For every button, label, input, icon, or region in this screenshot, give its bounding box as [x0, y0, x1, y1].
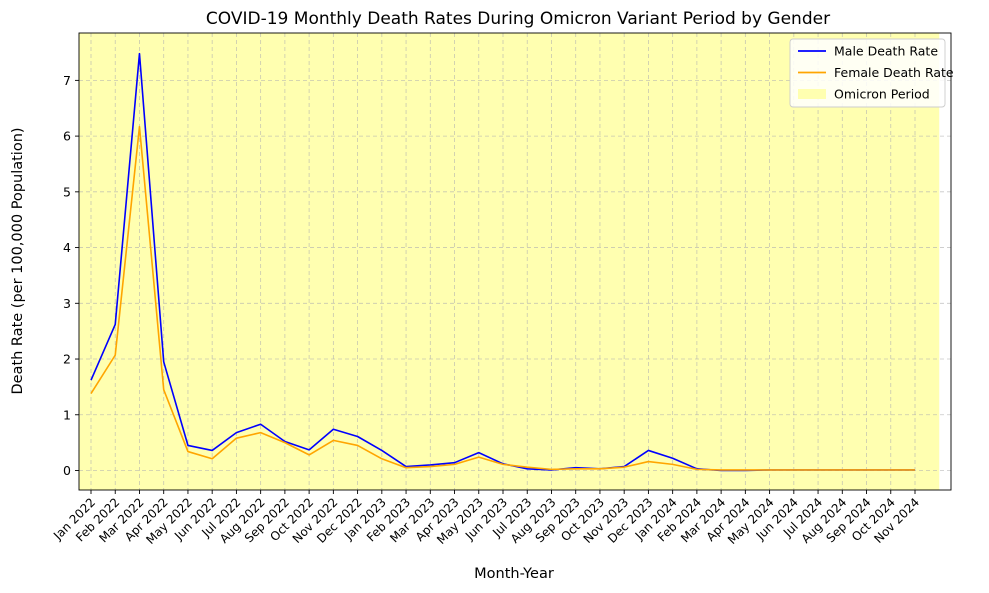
legend-box — [789, 38, 946, 108]
y-tick-label: 6 — [63, 129, 71, 144]
y-tick-label: 3 — [63, 296, 71, 311]
legend-label: Female Death Rate — [834, 65, 954, 80]
y-tick-label: 2 — [63, 352, 71, 367]
y-tick-label: 4 — [63, 240, 71, 255]
y-tick-label: 5 — [63, 184, 71, 199]
legend-label: Omicron Period — [834, 87, 930, 102]
y-axis-ticks: 0 1 2 3 4 5 6 7 — [63, 73, 79, 478]
legend-swatch-patch — [798, 89, 826, 99]
legend-label: Male Death Rate — [834, 44, 938, 59]
chart-title: COVID-19 Monthly Death Rates During Omic… — [206, 9, 830, 29]
x-axis-label: Month-Year — [474, 566, 554, 582]
y-axis-label: Death Rate (per 100,000 Population) — [10, 127, 26, 394]
omicron-period-band — [79, 33, 940, 490]
legend: Male Death Rate Female Death Rate Omicron … — [789, 38, 954, 108]
y-tick-label: 1 — [63, 407, 71, 422]
grid-lines — [79, 33, 951, 490]
series-line-female-death-rate — [90, 125, 915, 471]
y-tick-label: 7 — [63, 73, 71, 88]
axes-frame — [78, 32, 952, 491]
y-tick-label: 0 — [63, 463, 71, 478]
